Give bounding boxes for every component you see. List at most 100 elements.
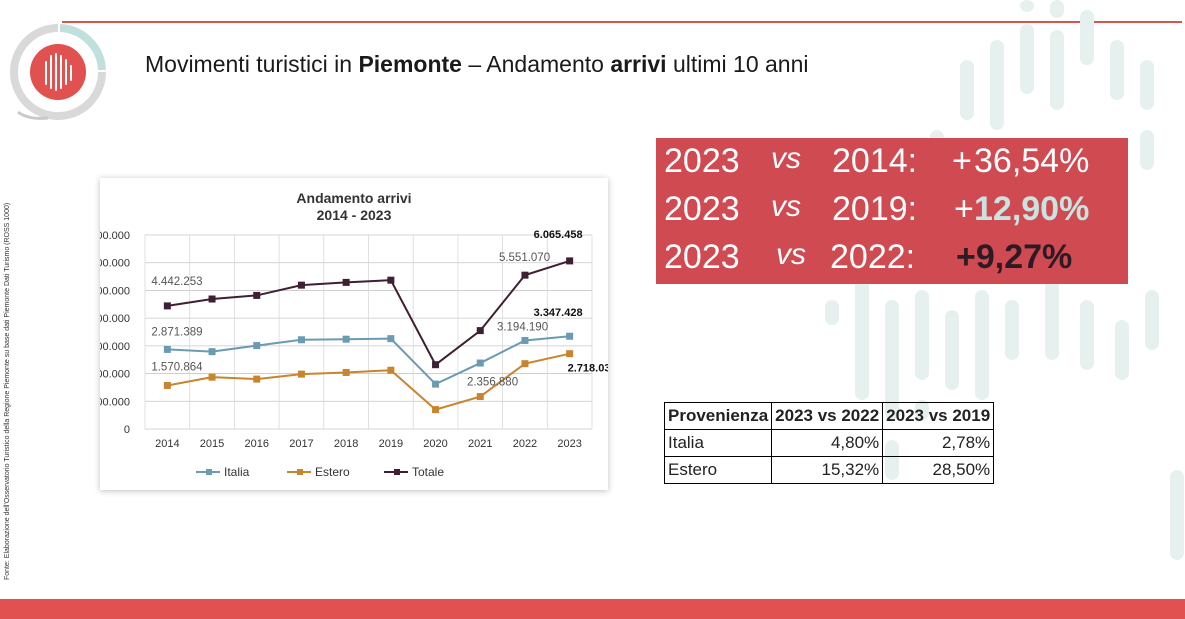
data-label: 4.442.253 <box>151 276 202 288</box>
y-tick-label: 1.000.000 <box>100 396 130 408</box>
data-point-italia <box>566 332 574 340</box>
data-point-totale <box>566 257 574 265</box>
table-cell: Estero <box>663 456 773 484</box>
title-metric: arrivi <box>610 51 667 77</box>
data-label: 1.570.864 <box>151 361 203 373</box>
table-cell: 2,78% <box>882 429 995 457</box>
data-point-italia <box>342 335 350 343</box>
kpi-year-b: 2014: <box>832 142 918 180</box>
data-point-estero <box>387 366 395 374</box>
series-line-italia <box>167 335 570 386</box>
table-cell: 4,80% <box>771 429 884 457</box>
data-point-estero <box>566 350 574 358</box>
data-label: 3.194.190 <box>497 321 548 333</box>
x-tick-label: 2016 <box>245 438 269 450</box>
kpi-year-a: 2023 <box>664 142 740 180</box>
top-rule <box>62 21 1182 23</box>
kpi-year-a: 2023 <box>664 190 740 228</box>
legend-marker-estero <box>297 469 303 475</box>
kpi-row-2019: 2023 vs 2019: + 12,90% <box>656 190 1128 238</box>
piemonte-logo <box>10 24 106 120</box>
data-label: 2.871.389 <box>151 326 202 338</box>
y-tick-label: 2.000.000 <box>100 369 130 381</box>
chart-title: Andamento arrivi <box>296 190 411 206</box>
title-middle: – Andamento <box>461 51 611 77</box>
source-note: Fonte: Elaborazione dell'Osservatorio Tu… <box>4 202 11 580</box>
title-region: Piemonte <box>358 51 462 77</box>
data-point-estero <box>297 370 305 378</box>
data-point-totale <box>387 276 395 284</box>
data-point-estero <box>432 406 440 414</box>
table-cell: 15,32% <box>771 456 884 484</box>
kpi-box: 2023 vs 2014: + 36,54% 2023 vs 2019: + 1… <box>656 138 1128 284</box>
data-point-italia <box>432 380 440 388</box>
data-label: 3.347.428 <box>534 307 583 319</box>
data-point-totale <box>342 278 350 286</box>
legend-label: Totale <box>412 465 444 479</box>
x-tick-label: 2017 <box>289 438 313 450</box>
data-point-italia <box>208 348 216 356</box>
data-point-totale <box>476 327 484 335</box>
bottom-bar <box>0 599 1185 619</box>
legend-marker-italia <box>206 469 212 475</box>
data-point-totale <box>432 361 440 369</box>
kpi-row-2014: 2023 vs 2014: + 36,54% <box>656 142 1128 190</box>
kpi-year-a: 2023 <box>664 238 740 276</box>
page-title: Movimenti turistici in Piemonte – Andame… <box>145 51 809 78</box>
table-header: 2023 vs 2019 <box>882 402 995 430</box>
kpi-vs: vs <box>776 238 806 271</box>
y-tick-label: 0 <box>124 424 130 436</box>
y-tick-label: 5.000.000 <box>100 285 130 297</box>
data-point-estero <box>163 381 171 389</box>
y-tick-label: 6.000.000 <box>100 258 130 270</box>
table-header: Provenienza <box>663 402 773 430</box>
kpi-vs: vs <box>771 142 801 175</box>
kpi-row-2022: 2023 vs 2022: +9,27% <box>656 238 1128 286</box>
data-point-estero <box>253 375 261 383</box>
legend-marker-totale <box>394 469 400 475</box>
series-line-estero <box>167 352 570 411</box>
kpi-pct: +9,27% <box>956 238 1073 276</box>
table-cell: 28,50% <box>882 456 995 484</box>
data-point-italia <box>521 336 529 344</box>
table-row: Italia 4,80% 2,78% <box>663 429 995 457</box>
table-header: 2023 vs 2022 <box>771 402 884 430</box>
data-point-estero <box>476 393 484 401</box>
data-point-italia <box>387 335 395 343</box>
x-tick-label: 2020 <box>423 438 447 450</box>
data-point-totale <box>253 291 261 299</box>
data-point-italia <box>163 345 171 353</box>
x-tick-label: 2015 <box>200 438 224 450</box>
data-label: 5.551.070 <box>499 252 550 264</box>
x-tick-label: 2023 <box>557 438 581 450</box>
data-point-italia <box>476 359 484 367</box>
legend-label: Italia <box>224 465 250 479</box>
data-label: 2.718.030 <box>568 363 608 375</box>
y-tick-label: 7.000.000 <box>100 230 130 242</box>
kpi-year-b: 2022: <box>830 238 916 276</box>
kpi-sign: + <box>954 190 974 228</box>
title-suffix: ultimi 10 anni <box>666 51 809 77</box>
series-line-totale <box>167 259 570 367</box>
kpi-year-b: 2019: <box>832 190 918 228</box>
x-tick-label: 2022 <box>513 438 537 450</box>
data-point-totale <box>208 295 216 303</box>
data-point-italia <box>253 342 261 350</box>
data-point-totale <box>297 281 305 289</box>
y-tick-label: 4.000.000 <box>100 313 130 325</box>
data-point-italia <box>297 336 305 344</box>
y-tick-label: 3.000.000 <box>100 341 130 353</box>
legend-label: Estero <box>315 465 350 479</box>
kpi-sign: + <box>952 142 972 180</box>
title-prefix: Movimenti turistici in <box>145 51 359 77</box>
x-tick-label: 2014 <box>155 438 179 450</box>
kpi-pct: 36,54% <box>974 142 1090 180</box>
table-row: Estero 15,32% 28,50% <box>663 456 995 484</box>
data-point-estero <box>208 373 216 381</box>
x-tick-label: 2019 <box>379 438 403 450</box>
table-cell: Italia <box>663 429 773 457</box>
kpi-pct: 12,90% <box>974 190 1090 228</box>
x-tick-label: 2021 <box>468 438 492 450</box>
